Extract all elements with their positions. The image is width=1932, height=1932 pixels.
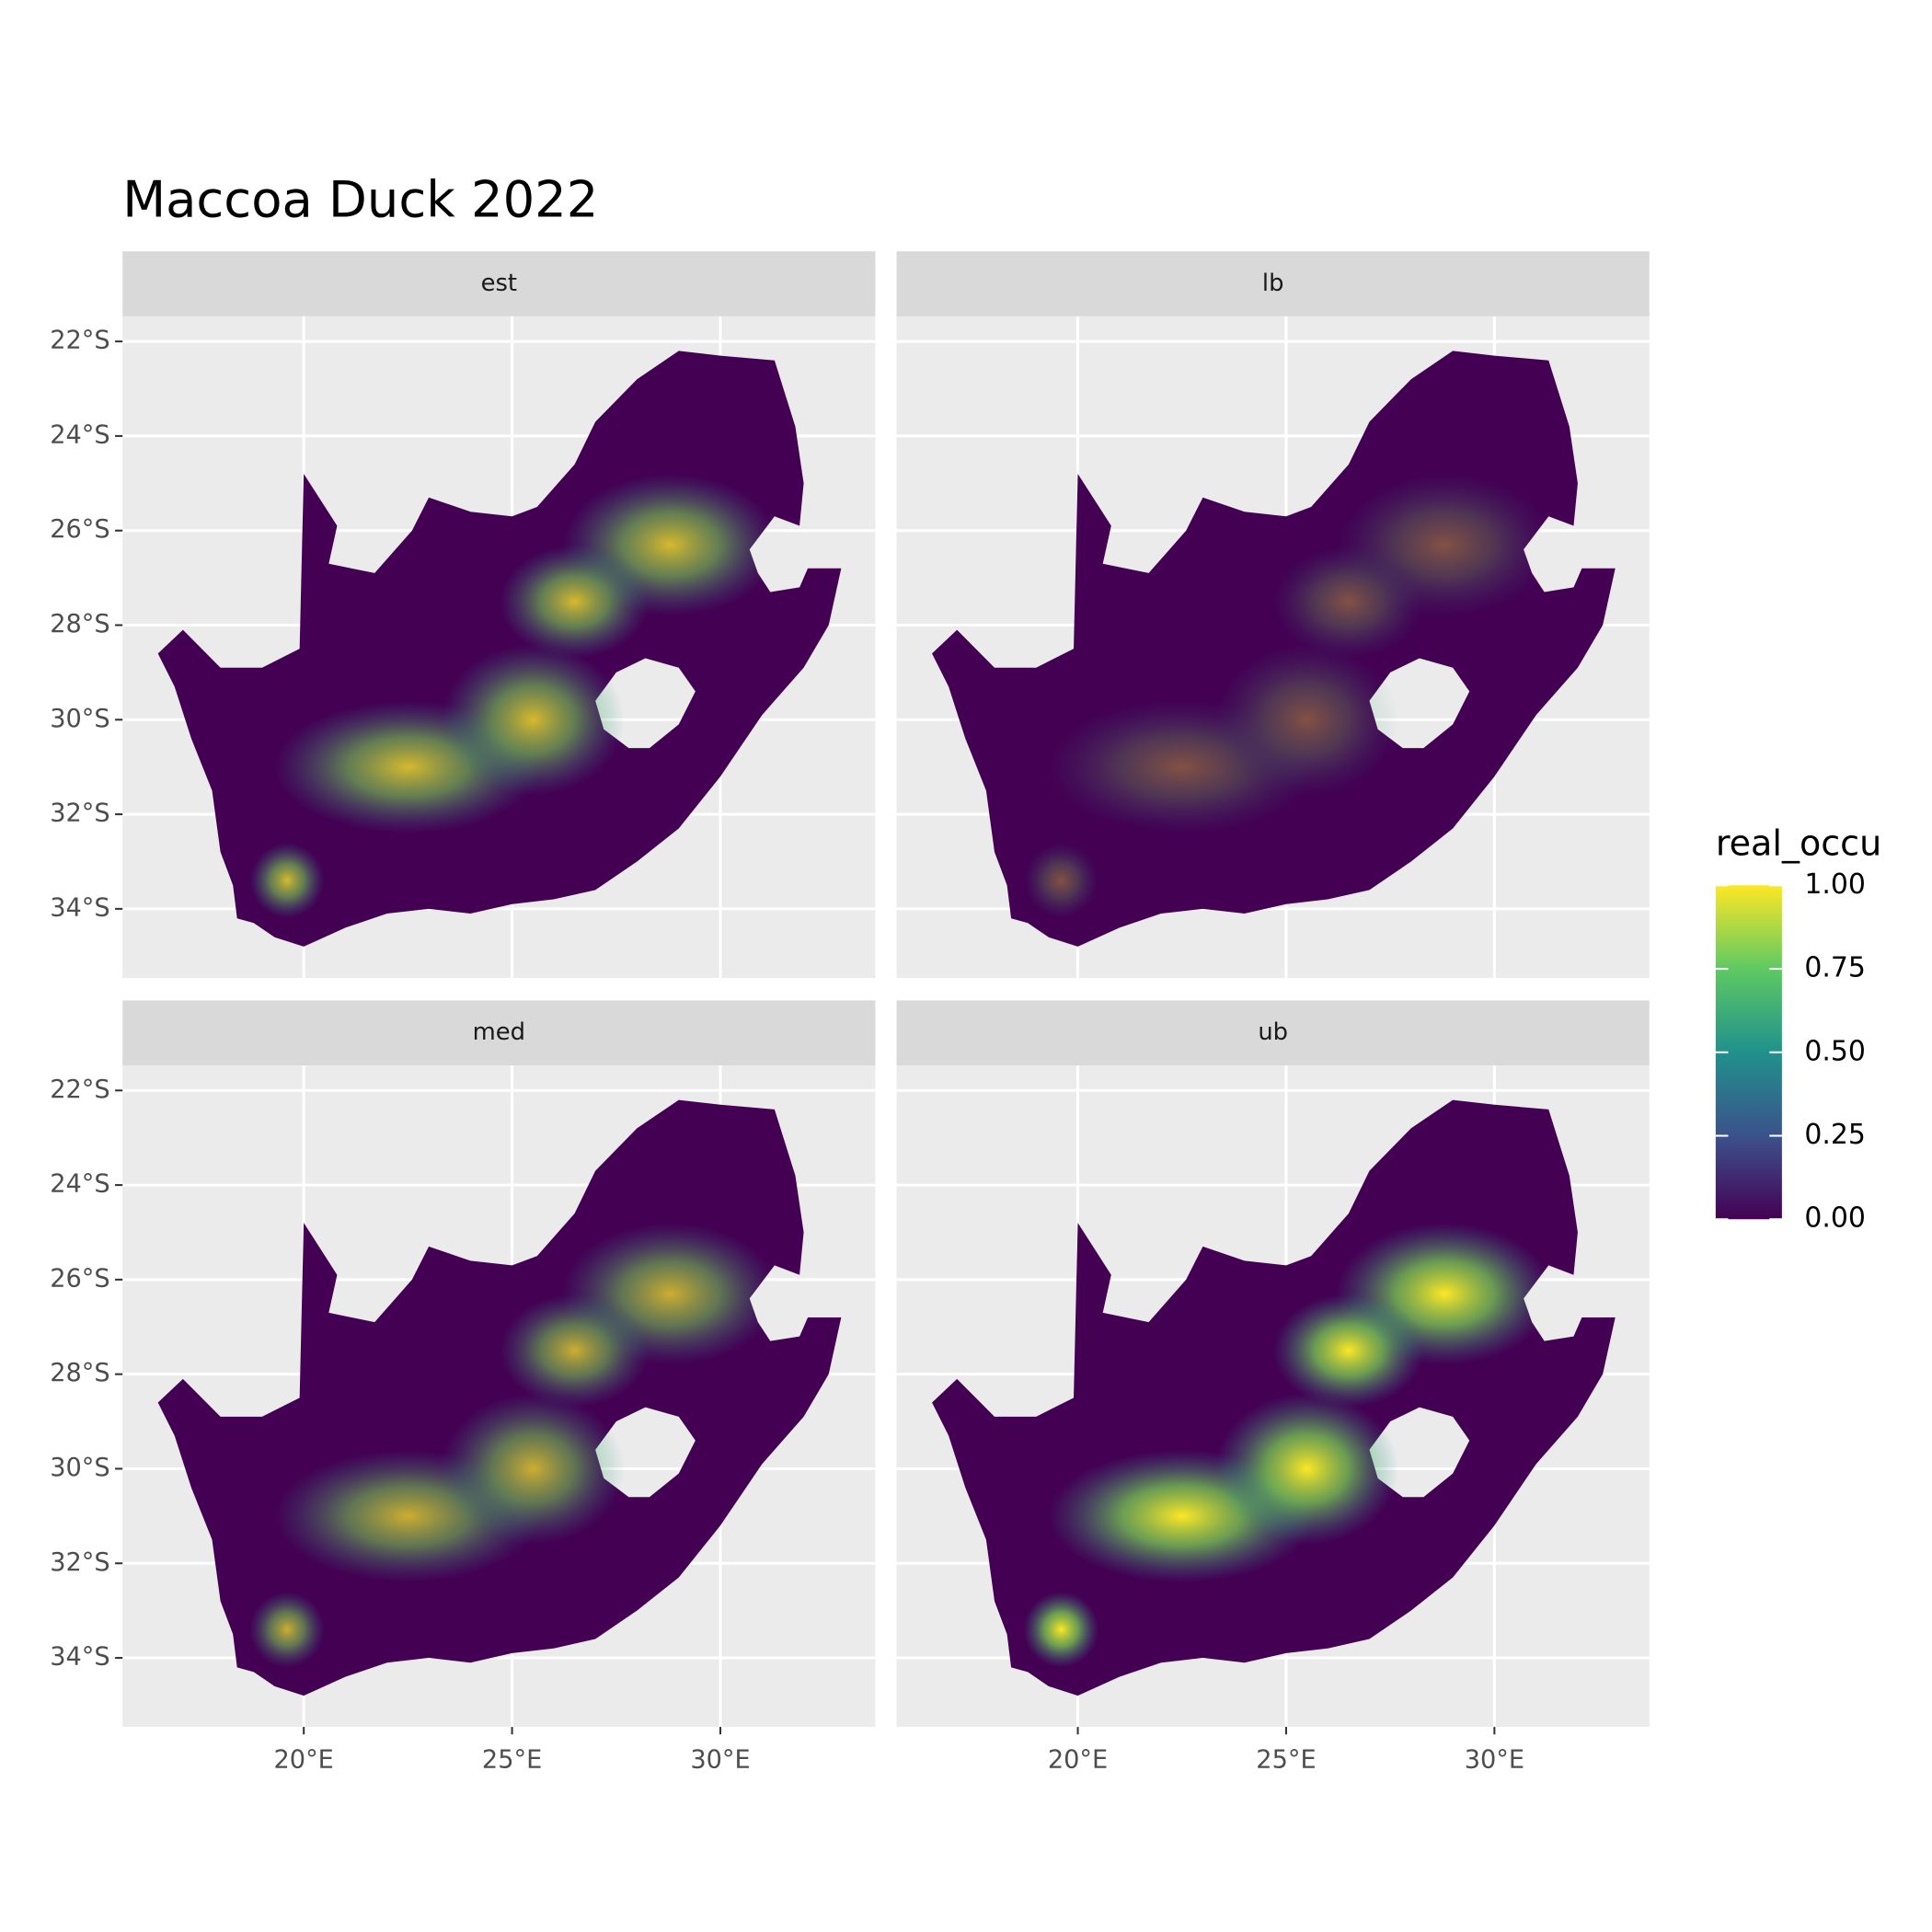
y-tick-label: 34°S <box>50 893 109 922</box>
y-tick-label: 28°S <box>50 610 109 638</box>
y-tick-label: 22°S <box>50 1075 109 1104</box>
legend-label: 0.75 <box>1804 952 1866 984</box>
strip <box>122 251 876 316</box>
strip <box>896 251 1650 316</box>
y-tick-label: 34°S <box>50 1643 109 1672</box>
occupancy-hotspot <box>1273 1294 1424 1408</box>
occupancy-hotspot <box>500 1294 650 1408</box>
chart-title: Maccoa Duck 2022 <box>122 170 598 228</box>
strip-label: ub <box>1258 1018 1288 1046</box>
y-tick-label: 24°S <box>50 420 109 449</box>
y-tick-label: 26°S <box>50 1264 109 1293</box>
y-tick-label: 30°S <box>50 705 109 733</box>
strip <box>122 1000 876 1066</box>
occupancy-hotspot <box>1214 1393 1399 1545</box>
legend-label: 1.00 <box>1804 868 1866 901</box>
x-tick-label: 20°E <box>1048 1745 1108 1774</box>
strip-label: lb <box>1262 270 1284 297</box>
y-tick-label: 28°S <box>50 1359 109 1387</box>
y-tick-label: 32°S <box>50 1548 109 1577</box>
x-tick-label: 25°E <box>1256 1745 1316 1774</box>
occupancy-layer <box>249 1223 779 1668</box>
y-tick-label: 32°S <box>50 799 109 828</box>
occupancy-hotspot <box>1023 1592 1099 1668</box>
x-tick-label: 30°E <box>690 1745 750 1774</box>
x-tick-label: 20°E <box>274 1745 334 1774</box>
occupancy-layer <box>249 474 779 919</box>
x-tick-label: 25°E <box>482 1745 542 1774</box>
occupancy-hotspot <box>441 644 625 796</box>
strip <box>896 1000 1650 1066</box>
occupancy-hotspot <box>441 1393 625 1545</box>
legend-label: 0.00 <box>1804 1202 1866 1235</box>
strip-label: est <box>481 270 517 297</box>
y-tick-label: 24°S <box>50 1170 109 1199</box>
y-tick-label: 26°S <box>50 515 109 544</box>
occupancy-hotspot <box>1023 842 1099 919</box>
legend-label: 0.50 <box>1804 1035 1866 1067</box>
occupancy-hotspot <box>500 545 650 659</box>
occupancy-hotspot <box>249 1592 325 1668</box>
occupancy-hotspot <box>249 842 325 919</box>
y-tick-label: 22°S <box>50 327 109 355</box>
legend-label: 0.25 <box>1804 1119 1866 1151</box>
occupancy-layer <box>1023 474 1553 919</box>
strip-label: med <box>473 1018 525 1046</box>
x-tick-label: 30°E <box>1465 1745 1524 1774</box>
occupancy-hotspot <box>1214 644 1399 796</box>
occupancy-layer <box>1023 1223 1553 1668</box>
y-tick-label: 30°S <box>50 1454 109 1482</box>
occupancy-hotspot <box>1273 545 1424 659</box>
legend-title: real_occu <box>1716 822 1881 863</box>
